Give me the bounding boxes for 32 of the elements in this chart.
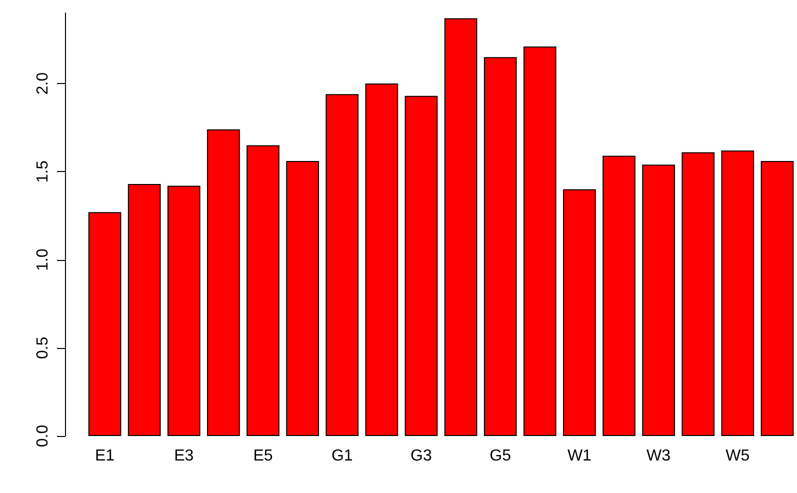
bar [167, 186, 200, 436]
x-tick-label: E5 [253, 448, 273, 464]
x-tick-label: W5 [726, 448, 750, 464]
bar [523, 46, 556, 436]
bar [602, 156, 636, 436]
bar [88, 212, 122, 436]
x-tick-label: E3 [174, 448, 194, 464]
bar [286, 161, 319, 436]
x-tick-label: E1 [94, 448, 115, 464]
y-tick-label: 2.0 [34, 72, 52, 95]
bar [404, 96, 438, 436]
x-tick-label: W3 [646, 448, 671, 464]
x-tick-label: G5 [490, 448, 512, 464]
bar [128, 184, 161, 436]
bar [563, 189, 596, 436]
bar [246, 145, 280, 436]
bar [642, 164, 675, 436]
x-tick-label: G1 [331, 448, 353, 464]
y-tick-label: 1.5 [34, 160, 52, 183]
y-tick-label: 0.0 [34, 424, 52, 448]
bar [365, 84, 398, 436]
bar [444, 18, 478, 436]
bar [760, 161, 794, 436]
y-tick-label: 0.5 [34, 336, 52, 359]
bar [682, 152, 715, 436]
x-tick-label: W1 [567, 448, 592, 464]
bar [484, 57, 517, 436]
bar [207, 129, 240, 436]
bar [721, 150, 754, 436]
x-tick-label: G3 [410, 448, 432, 464]
bar [326, 94, 359, 436]
y-tick-label: 1.0 [34, 248, 52, 271]
